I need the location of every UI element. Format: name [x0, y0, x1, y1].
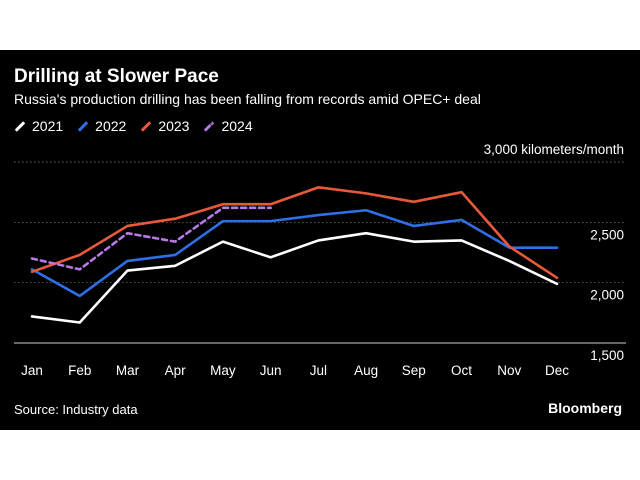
x-tick-label-oct: Oct [451, 363, 472, 378]
y-tick-label-2: 2,500 [590, 227, 624, 242]
x-tick-label-may: May [210, 363, 236, 378]
brand-logo-text: Bloomberg [548, 400, 622, 416]
legend-item-2021: 2021 [14, 118, 63, 134]
series-line-2023 [30, 186, 559, 280]
y-axis-unit-label: 3,000 kilometers/month [483, 142, 624, 157]
chart-panel: Drilling at Slower Pace Russia's product… [0, 50, 640, 430]
series-line-2021 [30, 231, 559, 324]
line-chart: 1,500 2,000 2,500 Jan Feb Mar Apr May Jun Jul Aug S… [14, 161, 626, 378]
legend-label-2021: 2021 [32, 118, 64, 134]
x-tick-label-apr: Apr [165, 363, 187, 378]
x-tick-label-aug: Aug [354, 363, 378, 378]
legend-label-2023: 2023 [158, 118, 190, 134]
x-tick-label-jul: Jul [310, 363, 327, 378]
chart-title: Drilling at Slower Pace [14, 66, 219, 87]
legend-label-2022: 2022 [95, 118, 127, 134]
series-line-2024 [30, 206, 272, 271]
chart-subtitle: Russia's production drilling has been fa… [14, 91, 481, 107]
chart-legend: 2021 2022 2023 2024 [14, 118, 253, 134]
x-tick-label-jun: Jun [260, 363, 282, 378]
legend-item-2024: 2024 [203, 118, 253, 134]
y-tick-label-1: 2,000 [590, 288, 624, 303]
x-tick-label-dec: Dec [545, 363, 569, 378]
legend-item-2023: 2023 [140, 118, 189, 134]
x-tick-label-jan: Jan [21, 363, 43, 378]
legend-item-2022: 2022 [77, 118, 126, 134]
x-tick-label-nov: Nov [497, 363, 521, 378]
legend-label-2024: 2024 [221, 118, 253, 134]
x-tick-label-feb: Feb [68, 363, 91, 378]
y-tick-label-0: 1,500 [590, 348, 624, 363]
x-tick-label-mar: Mar [116, 363, 140, 378]
source-note: Source: Industry data [14, 402, 138, 417]
x-tick-label-sep: Sep [402, 363, 426, 378]
series-line-2022 [30, 208, 559, 298]
